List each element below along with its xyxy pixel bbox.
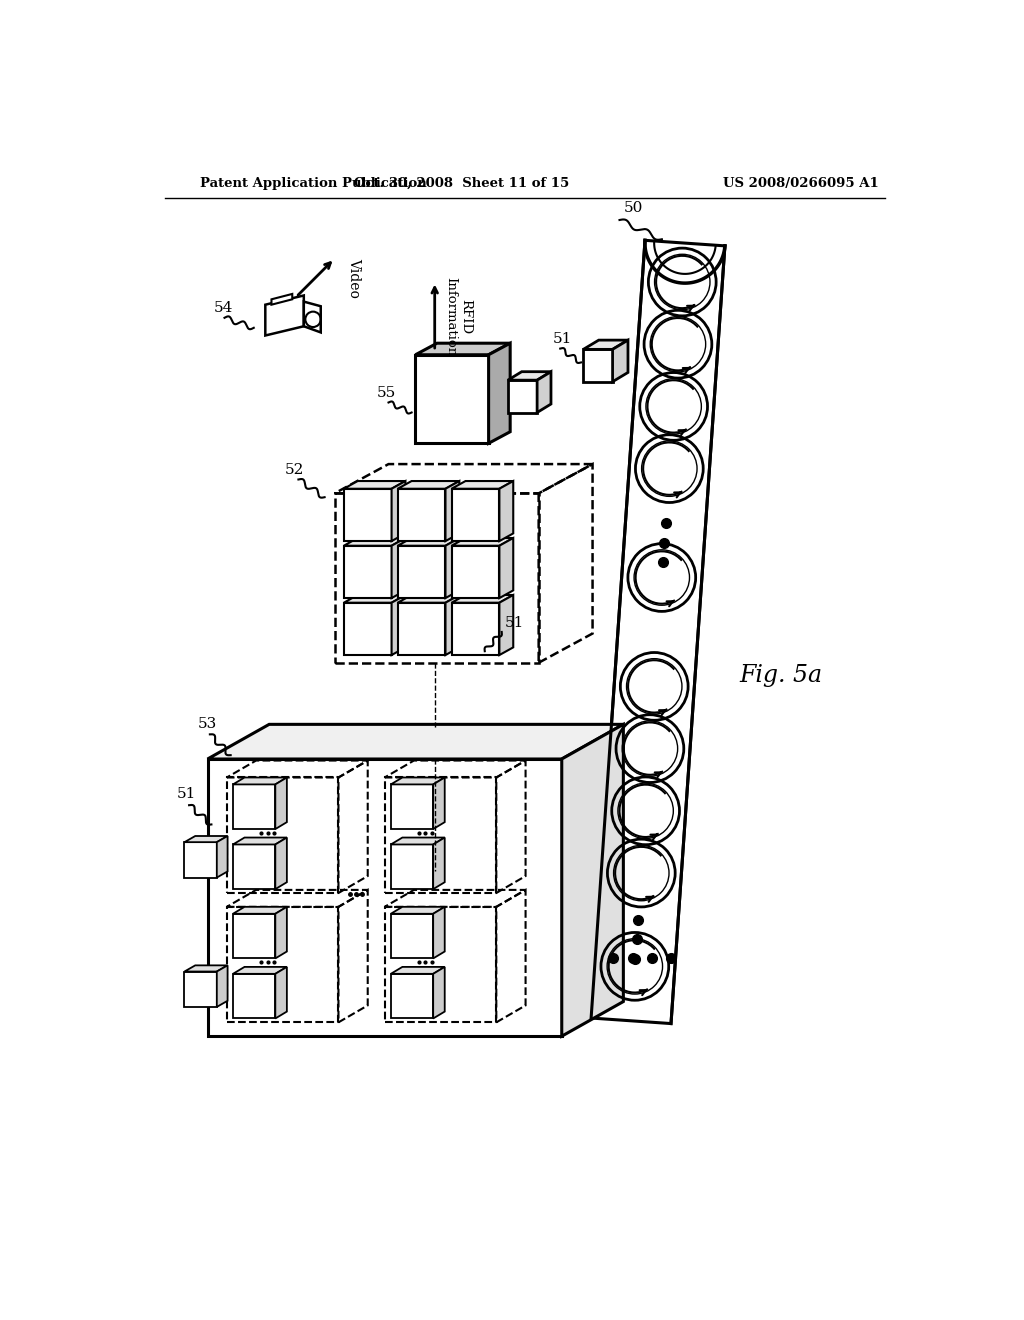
Text: Fig. 5a: Fig. 5a — [739, 664, 822, 686]
Text: Oct. 30, 2008  Sheet 11 of 15: Oct. 30, 2008 Sheet 11 of 15 — [354, 177, 569, 190]
Polygon shape — [391, 966, 444, 974]
Polygon shape — [508, 372, 551, 380]
Polygon shape — [433, 907, 444, 958]
Polygon shape — [584, 350, 612, 381]
Polygon shape — [452, 539, 513, 545]
Polygon shape — [233, 845, 275, 890]
Polygon shape — [233, 913, 275, 958]
Polygon shape — [584, 341, 628, 350]
Polygon shape — [233, 777, 287, 784]
Polygon shape — [391, 974, 433, 1019]
Polygon shape — [275, 966, 287, 1019]
Polygon shape — [265, 296, 304, 335]
Polygon shape — [233, 784, 275, 829]
Polygon shape — [304, 302, 321, 333]
Polygon shape — [208, 725, 624, 759]
Polygon shape — [184, 836, 227, 842]
Polygon shape — [433, 777, 444, 829]
Polygon shape — [217, 836, 227, 878]
Text: 55: 55 — [377, 387, 396, 400]
Polygon shape — [391, 595, 406, 655]
Polygon shape — [612, 341, 628, 381]
Polygon shape — [344, 488, 391, 541]
Polygon shape — [562, 725, 624, 1036]
Polygon shape — [445, 539, 460, 598]
Text: RFID
Information: RFID Information — [443, 277, 472, 356]
Polygon shape — [433, 838, 444, 890]
Polygon shape — [344, 595, 406, 603]
Polygon shape — [452, 603, 500, 655]
Polygon shape — [275, 907, 287, 958]
Polygon shape — [416, 355, 488, 444]
Polygon shape — [217, 965, 227, 1007]
Text: 51: 51 — [553, 333, 571, 346]
Polygon shape — [500, 595, 513, 655]
Polygon shape — [500, 480, 513, 541]
Polygon shape — [391, 907, 444, 913]
Polygon shape — [445, 480, 460, 541]
Text: 51: 51 — [505, 615, 524, 630]
Polygon shape — [445, 595, 460, 655]
Polygon shape — [233, 974, 275, 1019]
Text: 53: 53 — [198, 717, 217, 731]
Text: Patent Application Publication: Patent Application Publication — [200, 177, 427, 190]
Polygon shape — [391, 845, 433, 890]
Polygon shape — [233, 966, 287, 974]
Polygon shape — [397, 595, 460, 603]
Polygon shape — [184, 972, 217, 1007]
Polygon shape — [433, 966, 444, 1019]
Polygon shape — [344, 545, 391, 598]
Polygon shape — [416, 343, 510, 355]
Polygon shape — [233, 907, 287, 913]
Polygon shape — [233, 838, 287, 845]
Text: 54: 54 — [214, 301, 233, 315]
Polygon shape — [397, 488, 445, 541]
Polygon shape — [391, 838, 444, 845]
Text: 52: 52 — [285, 463, 304, 477]
Polygon shape — [397, 539, 460, 545]
Polygon shape — [275, 777, 287, 829]
Text: 51: 51 — [177, 787, 197, 800]
Text: Video: Video — [347, 257, 360, 298]
Polygon shape — [391, 539, 406, 598]
Polygon shape — [344, 539, 406, 545]
Polygon shape — [391, 777, 444, 784]
Polygon shape — [184, 842, 217, 878]
Polygon shape — [344, 480, 406, 488]
Polygon shape — [397, 603, 445, 655]
Text: 50: 50 — [624, 202, 643, 215]
Polygon shape — [344, 603, 391, 655]
Polygon shape — [452, 545, 500, 598]
Polygon shape — [271, 294, 292, 305]
Polygon shape — [397, 545, 445, 598]
Polygon shape — [391, 784, 433, 829]
Polygon shape — [184, 965, 227, 972]
Polygon shape — [275, 838, 287, 890]
Polygon shape — [508, 380, 538, 412]
Polygon shape — [452, 488, 500, 541]
Polygon shape — [208, 759, 562, 1036]
Polygon shape — [591, 240, 725, 1023]
Polygon shape — [452, 480, 513, 488]
Text: US 2008/0266095 A1: US 2008/0266095 A1 — [723, 177, 879, 190]
Polygon shape — [452, 595, 513, 603]
Polygon shape — [391, 480, 406, 541]
Polygon shape — [488, 343, 510, 444]
Polygon shape — [500, 539, 513, 598]
Polygon shape — [391, 913, 433, 958]
Polygon shape — [397, 480, 460, 488]
Polygon shape — [538, 372, 551, 412]
